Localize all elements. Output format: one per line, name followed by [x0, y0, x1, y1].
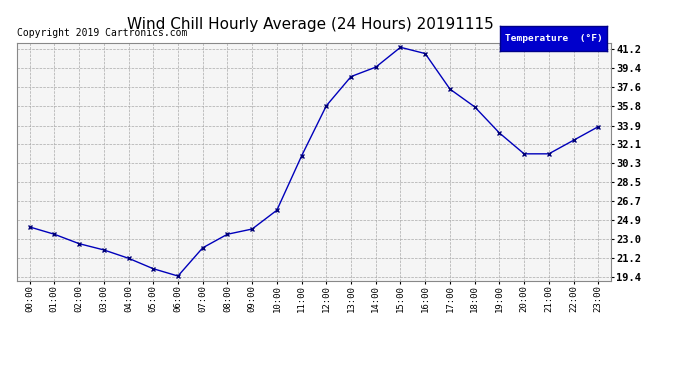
Text: Temperature  (°F): Temperature (°F) — [505, 34, 602, 43]
Text: Copyright 2019 Cartronics.com: Copyright 2019 Cartronics.com — [17, 28, 188, 38]
Text: Wind Chill Hourly Average (24 Hours) 20191115: Wind Chill Hourly Average (24 Hours) 201… — [127, 17, 494, 32]
